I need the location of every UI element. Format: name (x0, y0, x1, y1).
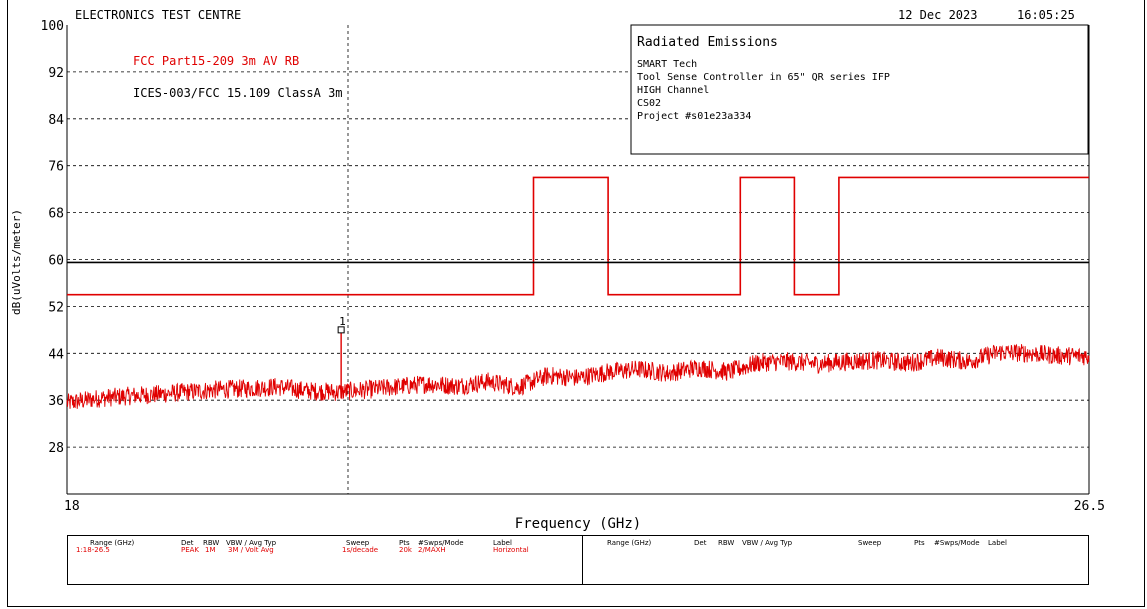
markers: 1 (337, 315, 346, 392)
tick-labels: 100 92 84 76 68 60 52 44 36 28 18 26.5 (41, 19, 1105, 514)
info-box (630, 24, 1089, 155)
limit-line (67, 176, 1089, 296)
hdr-label-2: Label (988, 539, 1007, 547)
val-sweep: 1s/decade (342, 546, 379, 554)
val-rbw: 1M (205, 546, 216, 554)
legend-entry-fcc: FCC Part15-209 3m AV RB (133, 54, 299, 68)
hdr-rbw: RBW (203, 539, 220, 547)
hdr-range-2: Range (GHz) (607, 539, 652, 547)
y-tick-label: 68 (48, 207, 64, 222)
hdr-swps-2: #Swps/Mode (934, 539, 980, 547)
y-axis-label: dB(uVolts/meter) (10, 209, 23, 315)
hdr-pts-2: Pts (914, 539, 925, 547)
hdr-sweep: Sweep (346, 539, 370, 547)
marker-label: 1 (339, 315, 346, 328)
hdr-det: Det (181, 539, 194, 547)
y-tick-label: 36 (48, 394, 64, 409)
hdr-range: Range (GHz) (90, 539, 135, 547)
x-axis-label: Frequency (GHz) (515, 516, 641, 532)
hdr-label: Label (493, 539, 512, 547)
val-label: Horizontal (493, 546, 529, 554)
info-line: Project #s01e23a334 (637, 111, 751, 122)
y-tick-label: 60 (48, 254, 64, 269)
hdr-swps: #Swps/Mode (418, 539, 464, 547)
hdr-vbw-2: VBW / Avg Typ (742, 539, 793, 547)
y-tick-label: 44 (48, 347, 64, 362)
hdr-det-2: Det (694, 539, 707, 547)
hdr-pts: Pts (399, 539, 410, 547)
y-tick-label: 76 (48, 160, 64, 175)
axes (66, 25, 1090, 495)
val-det: PEAK (181, 546, 200, 554)
val-swps: 2/MAXH (418, 546, 446, 554)
lab-name: ELECTRONICS TEST CENTRE (75, 8, 241, 22)
val-vbw: 3M / Volt Avg (228, 546, 274, 554)
legend-entry-ices: ICES-003/FCC 15.109 ClassA 3m (133, 86, 343, 100)
hdr-vbw: VBW / Avg Typ (226, 539, 277, 547)
series-trace (66, 343, 1090, 409)
table-divider (582, 536, 583, 584)
x-tick-label: 18 (64, 499, 80, 514)
hdr-rbw-2: RBW (718, 539, 735, 547)
info-title: Radiated Emissions (637, 35, 778, 50)
report-time: 16:05:25 (1017, 8, 1075, 22)
series-line (66, 343, 1090, 409)
y-tick-label: 100 (41, 19, 64, 34)
limit-lines (67, 176, 1089, 296)
settings-table: Range (GHz) Det RBW VBW / Avg Typ Sweep … (67, 535, 1089, 585)
grid-lines (67, 25, 1089, 494)
val-pts: 20k (399, 546, 412, 554)
info-line: HIGH Channel (637, 85, 709, 96)
y-tick-label: 84 (48, 113, 64, 128)
marker-box (337, 326, 345, 334)
info-line: CS02 (637, 98, 661, 109)
y-tick-label: 52 (48, 300, 64, 315)
hdr-sweep-2: Sweep (858, 539, 882, 547)
info-line: Tool Sense Controller in 65" QR series I… (637, 72, 890, 83)
info-line: SMART Tech (637, 59, 697, 70)
y-tick-label: 92 (48, 66, 64, 81)
x-tick-label: 26.5 (1074, 499, 1105, 514)
plot-frame (7, 0, 1145, 607)
val-range: 1:18-26.5 (76, 546, 110, 554)
report-date: 12 Dec 2023 (898, 8, 977, 22)
y-tick-label: 28 (48, 441, 64, 456)
